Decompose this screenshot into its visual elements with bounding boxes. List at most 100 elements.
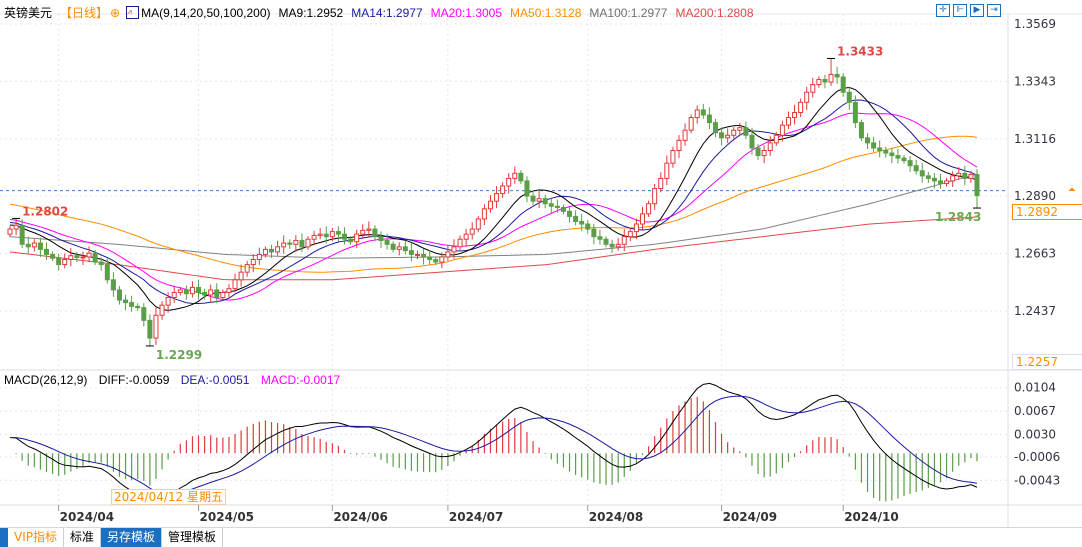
move-right-icon[interactable]: ⇥ [987, 4, 1001, 17]
candle [779, 120, 785, 142]
candle-body [858, 122, 864, 139]
candle-body [384, 239, 390, 245]
add-icon[interactable]: ⊕ [110, 5, 121, 20]
tab-save-template[interactable]: 另存模板 [101, 528, 163, 547]
candle-body [822, 79, 828, 83]
candle [865, 133, 871, 149]
indicator-icon[interactable]: ⩘ [126, 6, 140, 19]
candle-body [931, 177, 937, 182]
candle [573, 210, 579, 226]
candle-body [171, 291, 177, 299]
candle-body [883, 149, 889, 154]
candle-body [573, 215, 579, 222]
candle-body [487, 200, 493, 210]
candle-body [968, 174, 974, 179]
candle [250, 254, 256, 273]
tab-partial[interactable] [0, 528, 8, 547]
candle-body [250, 259, 256, 266]
candle [919, 163, 925, 183]
candle [676, 135, 682, 159]
macd-header: MACD(26,12,9) DIFF:-0.0059 DEA:-0.0051 M… [4, 373, 348, 387]
candle [439, 252, 445, 269]
candle [548, 198, 554, 214]
candle [761, 145, 767, 164]
candle-body [938, 180, 944, 184]
candle-body [208, 289, 214, 296]
candle [560, 204, 566, 215]
extreme-label: 1.2299 [156, 348, 202, 362]
tab-standard[interactable]: 标准 [64, 528, 102, 547]
candle [913, 159, 919, 175]
candle [147, 314, 153, 346]
candle-body [335, 231, 341, 235]
candle-body [506, 177, 512, 187]
candle-body [317, 233, 323, 236]
macd-diff-line [9, 382, 978, 505]
current-price-label: 1.2892 [1012, 204, 1082, 220]
macd-tick: -0.0043 [1014, 473, 1060, 487]
template-tabs: VIP指标 标准 另存模板 管理模板 [0, 527, 1082, 547]
candle-body [761, 149, 767, 157]
candle [256, 247, 262, 265]
candle [433, 256, 439, 266]
candle [238, 264, 244, 287]
candle [938, 174, 944, 189]
candle [658, 172, 664, 193]
candle [80, 251, 86, 266]
candle [311, 230, 317, 246]
candle [773, 132, 779, 146]
candle [281, 235, 287, 254]
candle [244, 260, 250, 277]
candle [31, 239, 37, 252]
candle-body [944, 180, 950, 184]
candle [165, 292, 171, 313]
candle [366, 221, 372, 238]
candle [785, 111, 791, 129]
range-icon[interactable]: ⊩ [953, 4, 967, 17]
candle-body [737, 127, 743, 131]
candle [214, 283, 220, 303]
crosshair-icon[interactable]: ✛ [936, 4, 950, 17]
candle [177, 286, 183, 296]
candle [931, 173, 937, 189]
candle-body [773, 134, 779, 144]
candle-body [810, 84, 816, 93]
candle [670, 146, 676, 168]
candle [731, 127, 737, 139]
candle-body [749, 134, 755, 149]
candle-body [141, 307, 147, 321]
candle-body [852, 101, 858, 124]
candle [694, 105, 700, 124]
candle-body [974, 174, 980, 197]
candle-body [585, 223, 591, 230]
candle [19, 219, 25, 249]
ma50-value: MA50:1.3128 [510, 5, 582, 20]
candle [37, 237, 43, 257]
candle [43, 242, 49, 260]
period-label[interactable]: 【日线】 [60, 6, 109, 20]
candle-body [25, 243, 31, 248]
tab-vip-indicators[interactable]: VIP指标 [8, 528, 64, 547]
candle [135, 303, 141, 311]
candle [567, 206, 573, 223]
candle-body [116, 289, 122, 301]
ma14-value: MA14:1.2977 [351, 5, 423, 20]
candle-body [56, 257, 62, 266]
macd-diff: DIFF:-0.0059 [98, 373, 170, 387]
candle-body [597, 236, 603, 240]
candle-body [621, 236, 627, 245]
candle-body [196, 286, 202, 293]
candle-body [494, 193, 500, 202]
symbol-title: 英镑美元 [4, 6, 53, 20]
zoom-fit-icon[interactable]: ▶ [970, 4, 984, 17]
candle-body [950, 175, 956, 182]
candle-body [43, 248, 49, 255]
candle-body [877, 147, 883, 151]
candle-body [104, 264, 110, 281]
tab-manage-template[interactable]: 管理模板 [162, 528, 224, 547]
price-tick: 1.3343 [1014, 74, 1056, 88]
candle-body [798, 101, 804, 113]
candle-body [293, 239, 299, 245]
candle-body [299, 239, 305, 248]
